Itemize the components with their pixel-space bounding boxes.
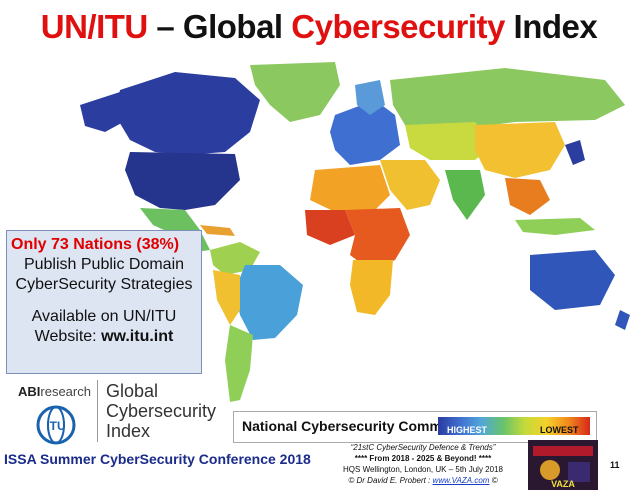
north-africa-shape — [310, 165, 390, 212]
indonesia-shape — [515, 218, 595, 235]
middle-east-shape — [380, 160, 440, 210]
logo-divider — [97, 380, 98, 442]
australia-shape — [530, 250, 615, 310]
abi-logo-light: research — [40, 384, 91, 399]
greenland-shape — [250, 62, 340, 122]
author-name: © Dr David E. Probert : — [348, 476, 431, 485]
nations-headline: Only 73 Nations (38%) — [11, 236, 180, 253]
info-spacer — [11, 295, 197, 307]
caribbean-shape — [200, 225, 235, 236]
thumb-text: VAZA — [551, 479, 575, 489]
scandinavia-shape — [355, 80, 385, 115]
info-line-website: Website: ww.itu.int — [11, 327, 197, 347]
title-part-unitu: UN/ITU — [40, 8, 149, 45]
slide-title: UN/ITU – Global Cybersecurity Index — [0, 8, 638, 46]
page-number: 11 — [610, 460, 620, 470]
china-shape — [475, 122, 565, 178]
itu-logo-icon: ITU — [36, 405, 76, 445]
strategy-info-box: Only 73 Nations (38%) Publish Public Dom… — [6, 230, 202, 374]
japan-shape — [565, 140, 585, 165]
talk-venue: HQS Wellington, London, UK – 5th July 20… — [343, 465, 503, 474]
itu-logo-text: ITU — [46, 419, 65, 433]
alaska-shape — [80, 92, 127, 132]
legend-lowest-label: LOWEST — [540, 425, 579, 435]
india-shape — [445, 170, 485, 220]
new-zealand-shape — [615, 310, 630, 330]
abi-logo-strong: ABI — [18, 384, 41, 399]
abi-research-logo: ABIresearch — [18, 384, 91, 399]
conference-name: ISSA Summer CyberSecurity Conference 201… — [4, 451, 311, 467]
talk-author: © Dr David E. Probert : www.VAZA.com © — [318, 476, 528, 485]
gci-title-global: Global — [106, 381, 159, 401]
argentina-shape — [225, 325, 253, 402]
info-line-strategies: CyberSecurity Strategies — [15, 276, 193, 293]
title-part-index: Index — [504, 8, 598, 45]
gci-title-cybersecurity: Cybersecurity — [106, 401, 217, 421]
legend-title: National Cybersecurity Commitment — [242, 418, 484, 434]
usa-shape — [125, 152, 240, 210]
copyright-mark: © — [491, 476, 498, 485]
gci-title-index: Index — [106, 421, 151, 441]
talk-title: “21stC CyberSecurity Defence & Trends” — [350, 443, 496, 452]
southeast-asia-shape — [505, 178, 550, 215]
europe-shape — [330, 100, 400, 165]
title-part-global: – Global — [147, 8, 292, 45]
southern-africa-shape — [350, 260, 393, 315]
vaza-link[interactable]: www.VAZA.com — [432, 476, 490, 485]
info-line-publish: Publish Public Domain — [23, 256, 185, 273]
legend-highest-label: HIGHEST — [447, 425, 488, 435]
info-line-available: Available on UN/ITU — [31, 308, 177, 325]
peru-shape — [213, 270, 240, 325]
title-part-cybersecurity: Cybersecurity — [291, 8, 505, 45]
central-asia-shape — [405, 122, 495, 160]
brazil-shape — [235, 265, 303, 340]
website-link[interactable]: ww.itu.int — [101, 328, 174, 345]
russia-shape — [390, 68, 625, 130]
west-africa-shape — [305, 210, 355, 245]
talk-period: **** From 2018 - 2025 & Beyond! **** — [354, 454, 492, 463]
vaza-thumbnail-image: VAZA — [528, 440, 598, 490]
canada-shape — [115, 72, 260, 155]
legend-color-scale — [438, 417, 590, 435]
world-map — [80, 62, 630, 402]
website-label: Website: — [34, 328, 102, 345]
central-africa-shape — [345, 208, 410, 270]
